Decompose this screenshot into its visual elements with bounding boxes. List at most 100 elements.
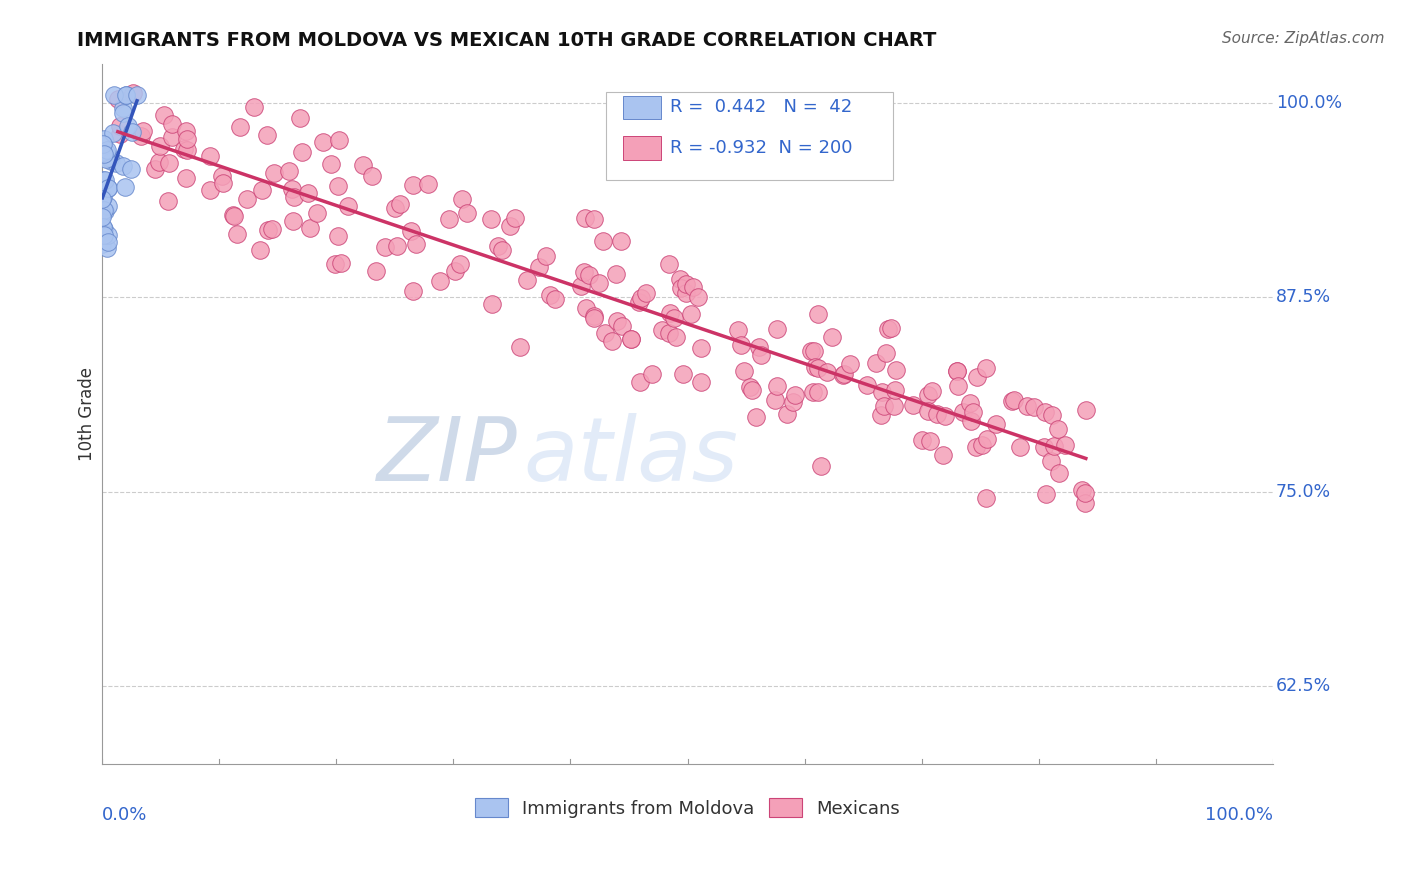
Point xyxy=(675,277,697,291)
Point xyxy=(659,306,682,320)
Point xyxy=(100,153,122,168)
Point xyxy=(499,219,522,233)
FancyBboxPatch shape xyxy=(623,95,661,120)
Point xyxy=(326,229,349,244)
Point xyxy=(810,458,832,473)
Point xyxy=(1040,409,1063,423)
Point xyxy=(111,159,134,173)
Point xyxy=(536,249,558,263)
Text: R = -0.932  N = 200: R = -0.932 N = 200 xyxy=(671,139,852,157)
Point xyxy=(682,280,704,294)
Point xyxy=(934,409,956,423)
Point xyxy=(198,148,221,162)
Point xyxy=(93,222,115,236)
Point xyxy=(1047,422,1070,436)
Point xyxy=(783,387,806,401)
Point xyxy=(800,344,823,359)
Point xyxy=(456,206,478,220)
Point xyxy=(641,367,664,381)
FancyBboxPatch shape xyxy=(623,136,661,160)
Point xyxy=(572,265,595,279)
Point xyxy=(312,135,335,149)
Point xyxy=(946,379,969,393)
Point xyxy=(91,173,114,187)
Point xyxy=(651,323,673,337)
Point xyxy=(125,88,148,103)
Text: ZIP: ZIP xyxy=(377,413,517,499)
Point xyxy=(503,211,526,225)
Point xyxy=(153,107,176,121)
Point xyxy=(108,120,131,134)
Point xyxy=(328,178,350,193)
Point xyxy=(883,399,905,413)
Point xyxy=(917,388,939,402)
Point xyxy=(806,307,828,321)
Point xyxy=(1017,400,1039,414)
Point xyxy=(662,311,685,326)
Point xyxy=(297,186,319,201)
Point xyxy=(173,143,195,157)
Point xyxy=(328,133,350,147)
Text: 75.0%: 75.0% xyxy=(1275,483,1331,500)
Point xyxy=(280,182,302,196)
Point xyxy=(385,238,408,252)
Point xyxy=(176,143,198,157)
Point xyxy=(100,151,122,165)
Point xyxy=(1035,487,1057,501)
Point xyxy=(96,143,118,157)
Point xyxy=(1053,438,1076,452)
Point xyxy=(120,161,142,176)
Point xyxy=(298,221,321,235)
Point xyxy=(97,181,120,195)
Point xyxy=(117,119,139,133)
Point xyxy=(627,295,650,310)
Point xyxy=(569,278,592,293)
Point xyxy=(283,190,305,204)
Point xyxy=(976,432,998,446)
Point xyxy=(880,321,903,335)
Point xyxy=(93,147,115,161)
Point xyxy=(249,243,271,257)
Point xyxy=(479,211,502,226)
Point xyxy=(290,112,312,126)
Point xyxy=(96,241,118,255)
Point xyxy=(111,102,134,116)
Point xyxy=(91,237,114,252)
Point xyxy=(129,128,152,143)
Point xyxy=(256,128,278,143)
Point xyxy=(671,281,693,295)
Point xyxy=(93,227,115,242)
Point xyxy=(449,256,471,270)
Point xyxy=(1071,483,1094,497)
Point xyxy=(429,274,451,288)
Point xyxy=(353,158,375,172)
Point xyxy=(405,237,427,252)
Point xyxy=(256,222,278,236)
Point xyxy=(402,178,425,192)
Point xyxy=(1000,394,1022,409)
Text: 100.0%: 100.0% xyxy=(1275,94,1341,112)
Point xyxy=(600,334,623,348)
Point xyxy=(176,124,198,138)
Point xyxy=(921,384,943,399)
Point xyxy=(959,396,981,410)
Point xyxy=(920,434,942,448)
Point xyxy=(834,367,856,381)
Point xyxy=(1033,405,1056,419)
Point xyxy=(741,383,763,397)
Point xyxy=(143,161,166,176)
Point xyxy=(437,211,460,226)
Point xyxy=(838,357,860,371)
Text: 62.5%: 62.5% xyxy=(1275,677,1331,695)
Point xyxy=(931,448,953,462)
Point xyxy=(115,88,138,103)
Point xyxy=(630,291,652,305)
Point xyxy=(588,277,610,291)
Point xyxy=(481,297,503,311)
Point xyxy=(91,206,114,220)
Point xyxy=(946,364,969,378)
Point xyxy=(198,183,221,197)
Point xyxy=(745,409,768,424)
Point xyxy=(330,256,353,270)
Point xyxy=(578,268,600,282)
